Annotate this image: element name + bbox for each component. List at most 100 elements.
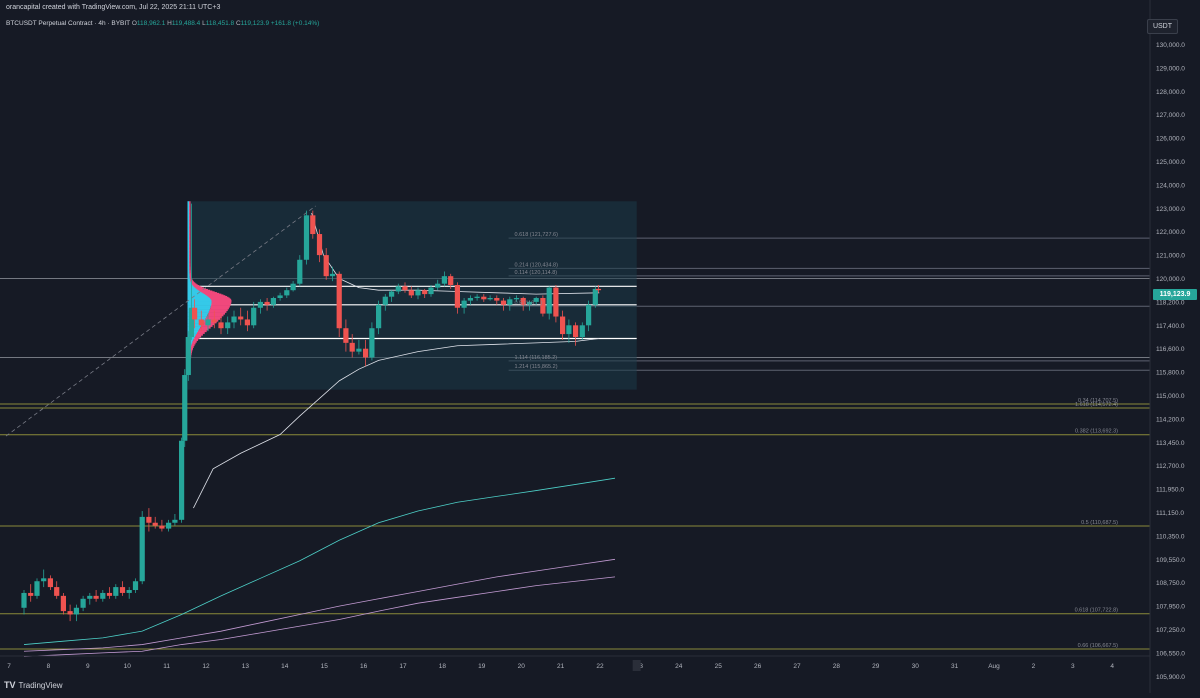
candle-body [54,587,60,596]
candle [297,255,303,287]
profile-bar-pink [189,243,191,246]
price-tick-label: 114,200.0 [1156,416,1185,423]
price-tick-label: 111,950.0 [1156,487,1184,494]
time-tick-label: 8 [47,663,51,670]
profile-bar-pink [207,314,224,317]
profile-bar-pink [189,205,191,208]
candle-body [349,342,355,352]
candle [336,271,342,337]
profile-bar-cyan [187,257,190,260]
candle-body [586,304,592,326]
price-tick-label: 129,000.0 [1156,65,1185,72]
profile-bar-pink [200,326,211,329]
candle-body [566,325,572,335]
profile-bar-cyan [187,229,190,232]
candle-body [520,298,526,305]
profile-bar-cyan [187,268,190,271]
candle [448,273,454,289]
chart-credit: orancapital created with TradingView.com… [6,4,221,11]
profile-bar-pink [189,222,191,225]
candle-body [441,276,447,284]
candle [257,299,263,314]
candle-body [218,322,224,329]
profile-bar-cyan [187,310,209,313]
candle-body [343,328,349,343]
time-tick-label: 25 [715,663,723,670]
candle [487,295,493,301]
candle [172,513,178,526]
candle-body [211,319,217,323]
level-labels-layer: 0.618 (121,727.6) 0.214 (120,434.8) 0.114 … [515,232,1119,649]
ohlc-value: 119,123.9 [240,20,270,27]
profile-bar-pink [189,271,191,274]
profile-bar-cyan [187,258,190,261]
profile-bar-pink [189,232,191,235]
candle [47,575,53,591]
profile-bar-pink [189,262,191,265]
candle-body [225,322,231,329]
profile-bar-pink [191,344,195,347]
candle-body [454,285,460,308]
candle-body [369,328,375,358]
profile-bar-pink [198,330,207,333]
profile-bar-pink [189,230,191,233]
candle [182,369,188,447]
candle-body [415,290,421,296]
price-tick-label: 123,000.0 [1156,206,1185,213]
profile-bar-pink [189,268,191,271]
profile-bar-cyan [187,218,190,221]
price-axis: 130,000.0 129,000.0 128,000.0 127,000.0 126,… [1156,42,1185,698]
profile-bar-cyan [187,233,190,236]
candle [323,248,329,280]
candle-body [526,301,533,305]
candle [467,295,474,305]
ohlc-value: 118,962.1 [136,20,166,27]
candle [73,604,80,622]
profile-bar-pink [190,347,193,350]
price-tick-label: 125,000.0 [1156,159,1185,166]
price-tick-label: 111,150.0 [1156,510,1184,517]
ohlc-label: C [234,20,241,27]
profile-bar-cyan [187,204,190,207]
profile-bar-pink [189,206,191,209]
candle [408,286,414,298]
candle [270,296,277,308]
time-tick-label: 14 [281,663,289,670]
candle [93,590,99,602]
level-label: 0.34 (114,707.5) [1078,398,1118,404]
profile-bar-cyan [187,223,190,226]
ohlc-label: L [200,20,206,27]
candle [152,516,158,529]
profile-bar-cyan [187,220,190,223]
candle [494,295,500,305]
candles-layer [21,203,602,622]
profile-bar-pink [189,250,191,253]
profile-bar-cyan [187,247,190,250]
candle [165,519,172,532]
tradingview-brand[interactable]: TV TradingView [4,680,63,690]
candle-body [481,296,487,300]
symbol-legend[interactable]: BTCUSDT Perpetual Contract · 4h · BYBIT … [6,20,319,27]
profile-bar-pink [189,227,191,230]
candle-body [106,592,113,596]
indicator-line [193,338,600,509]
candle-body [500,300,507,305]
profile-bar-cyan [187,244,190,247]
candle [356,339,362,355]
candle-body [80,598,86,608]
candle [21,590,27,615]
brand-name: TradingView [18,680,63,690]
currency-button[interactable]: USDT [1146,19,1178,34]
profile-bar-cyan [187,213,190,216]
price-tick-label: 105,900.0 [1156,674,1185,681]
time-tick-label: 21 [557,663,565,670]
profile-bar-pink [189,226,191,229]
candle-body [41,578,47,582]
profile-bar-pink [189,255,191,258]
profile-bar-cyan [187,309,210,312]
profile-bar-pink [208,312,226,315]
candle [106,587,113,599]
candle [316,229,323,263]
